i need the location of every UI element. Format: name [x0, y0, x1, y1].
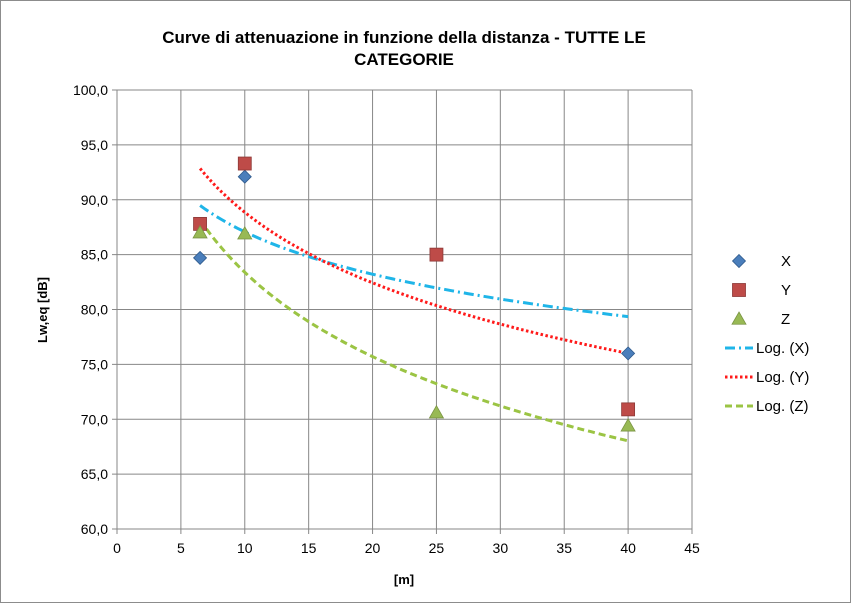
grid-lines: [117, 89, 693, 529]
x-axis-ticks: 0 5 10 15 20 25 30 35 40 45: [113, 529, 700, 556]
legend-label-logz: Log. (Z): [756, 398, 809, 415]
trendline-logz: [198, 219, 629, 443]
y-tick-label: 95,0: [81, 137, 108, 153]
legend-marker-z: [731, 311, 747, 325]
x-tick-label: 35: [556, 540, 572, 556]
data-point-y: [621, 402, 636, 417]
x-tick-label: 0: [113, 540, 121, 556]
data-point-z: [237, 225, 253, 240]
y-tick-label: 75,0: [81, 356, 108, 372]
chart-title-line-2: CATEGORIE: [354, 50, 454, 69]
legend-label-z: Z: [781, 311, 790, 328]
legend-label-y: Y: [781, 282, 791, 299]
plot-area: [112, 90, 692, 534]
data-point-x: [192, 250, 208, 265]
data-point-z: [192, 224, 208, 239]
y-tick-label: 65,0: [81, 466, 108, 482]
x-tick-label: 45: [684, 540, 700, 556]
x-tick-label: 30: [493, 540, 509, 556]
trendline-logy: [198, 167, 629, 355]
data-point-y: [429, 247, 444, 262]
x-tick-label: 15: [301, 540, 317, 556]
y-tick-label: 70,0: [81, 411, 108, 427]
y-tick-label: 60,0: [81, 521, 108, 537]
trendline-layer: [198, 167, 629, 443]
x-tick-label: 5: [177, 540, 185, 556]
legend-label-logx: Log. (X): [756, 340, 809, 357]
y-tick-label: 80,0: [81, 302, 108, 318]
chart-title-line-1: Curve di attenuazione in funzione della …: [162, 28, 646, 47]
y-tick-label: 90,0: [81, 192, 108, 208]
data-point-z: [620, 418, 636, 432]
x-tick-label: 25: [429, 540, 445, 556]
legend-marker-y: [732, 283, 746, 297]
x-tick-label: 40: [620, 540, 636, 556]
x-axis-label: [m]: [394, 572, 414, 587]
trendline-logx: [199, 204, 629, 319]
legend-label-logy: Log. (Y): [756, 369, 809, 386]
y-axis-label: Lw,eq [dB]: [35, 277, 50, 343]
y-axis-ticks: 60,0 65,0 70,0 75,0 80,0 85,0 90,0 95,0 100,0: [73, 82, 117, 537]
data-point-layer: [192, 156, 636, 432]
data-point-z: [428, 404, 445, 419]
x-tick-label: 10: [237, 540, 253, 556]
data-point-y: [237, 156, 252, 171]
legend: XYZ Log. (X) Log. (Y) Log. (Z): [725, 253, 809, 415]
x-tick-label: 20: [365, 540, 381, 556]
legend-label-x: X: [781, 253, 791, 270]
data-point-x: [237, 169, 252, 184]
y-tick-label: 100,0: [73, 82, 108, 98]
data-point-x: [621, 346, 636, 361]
legend-marker-x: [731, 253, 747, 269]
y-tick-label: 85,0: [81, 247, 108, 263]
